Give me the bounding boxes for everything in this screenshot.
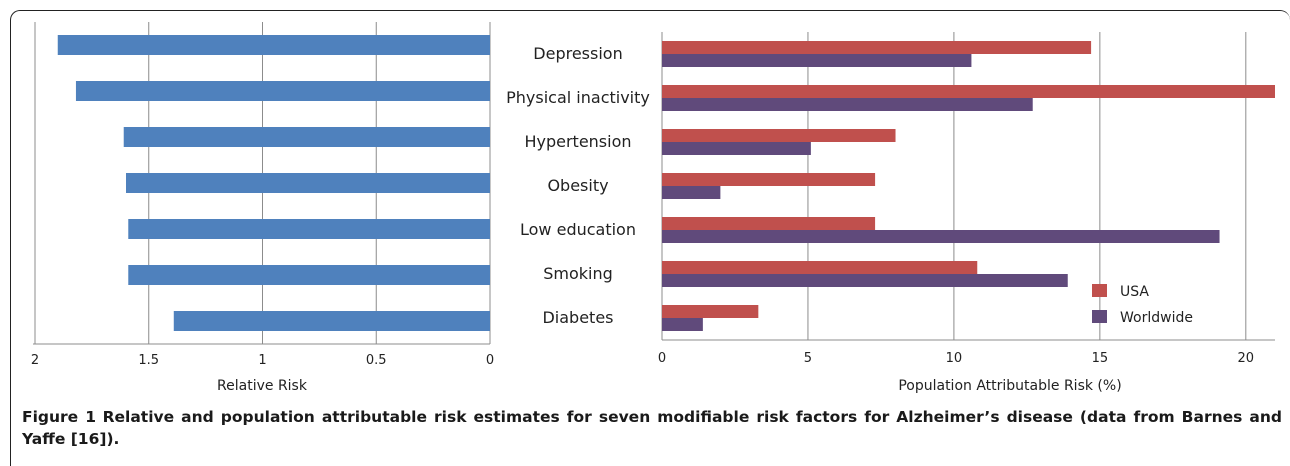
tick-label: 20 <box>1238 351 1255 366</box>
bar-usa <box>662 261 978 274</box>
bar-relative-risk <box>75 81 490 101</box>
category-label: Obesity <box>547 176 608 195</box>
bar-worldwide <box>662 318 703 331</box>
bar-worldwide <box>662 274 1068 287</box>
caption-label: Figure 1 <box>22 408 96 426</box>
category-label: Physical inactivity <box>506 88 650 107</box>
tick-label: 0 <box>486 353 494 368</box>
bar-relative-risk <box>123 127 490 147</box>
bar-worldwide <box>662 54 972 67</box>
tick-label: 5 <box>804 351 812 366</box>
bar-usa <box>662 305 759 318</box>
bar-relative-risk <box>173 311 490 331</box>
bar-relative-risk <box>128 219 490 239</box>
relative-risk-chart: 2 1.5 1 0.5 0 Relative Risk <box>31 22 494 394</box>
x-axis-title: Population Attributable Risk (%) <box>898 378 1121 394</box>
bar-usa <box>662 217 876 230</box>
tick-label: 1.5 <box>138 353 159 368</box>
bar-usa <box>662 173 876 186</box>
bar-relative-risk <box>57 35 490 55</box>
category-label: Hypertension <box>524 132 631 151</box>
figure-caption: Figure 1 Relative and population attribu… <box>22 406 1282 450</box>
legend-swatch-usa <box>1092 284 1107 297</box>
tick-label: 1 <box>258 353 266 368</box>
category-label: Smoking <box>543 264 613 283</box>
bar-worldwide <box>662 230 1220 243</box>
bar-usa <box>662 129 896 142</box>
bar-worldwide <box>662 142 811 155</box>
legend-label-worldwide: Worldwide <box>1120 310 1193 326</box>
population-attributable-risk-chart: 0 5 10 15 20 Depression Physical inactivity Hyp… <box>506 32 1275 394</box>
figure-frame <box>10 10 1290 466</box>
category-label: Depression <box>533 44 622 63</box>
bar-worldwide <box>662 186 721 199</box>
legend-swatch-worldwide <box>1092 310 1107 323</box>
bar-usa <box>662 85 1275 98</box>
bar-relative-risk <box>128 265 490 285</box>
bar-usa <box>662 41 1092 54</box>
tick-label: 10 <box>946 351 963 366</box>
tick-label: 2 <box>31 353 39 368</box>
x-axis-title: Relative Risk <box>217 378 308 394</box>
tick-label: 15 <box>1092 351 1109 366</box>
tick-label: 0.5 <box>366 353 387 368</box>
legend-label-usa: USA <box>1120 284 1149 300</box>
category-label: Diabetes <box>542 308 613 327</box>
bar-relative-risk <box>126 173 490 193</box>
bar-worldwide <box>662 98 1033 111</box>
category-label: Low education <box>520 220 636 239</box>
tick-label: 0 <box>658 351 666 366</box>
caption-text: Relative and population attributable ris… <box>22 408 1282 448</box>
